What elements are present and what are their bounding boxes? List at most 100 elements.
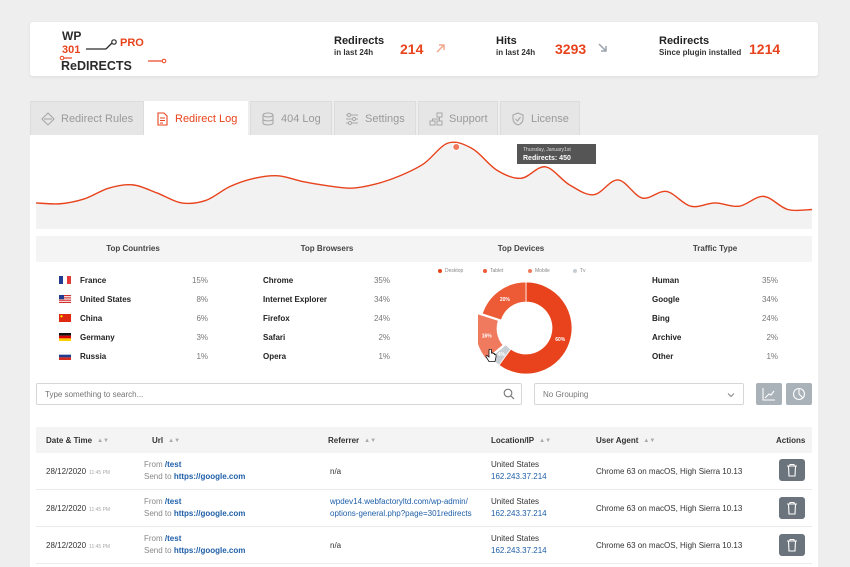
stat-sub: in last 24h [334, 48, 374, 57]
search-input[interactable] [37, 384, 477, 405]
delete-button[interactable] [779, 534, 805, 556]
ip-link[interactable]: 162.243.37.214 [491, 546, 547, 555]
hand-cursor-icon [485, 349, 497, 362]
cell-user-agent: Chrome 63 on macOS, High Sierra 10.13 [596, 504, 743, 513]
col-title-countries: Top Countries [106, 244, 160, 253]
browser-name: Safari [263, 333, 286, 342]
tab-license[interactable]: License [500, 101, 580, 135]
from-link[interactable]: /test [164, 460, 182, 469]
delete-button[interactable] [779, 459, 805, 481]
header-card: WP 301 PRO ReDIRECTS Redirects in last 2… [30, 22, 818, 76]
stat-hits-24h: Hits in last 24h 3293 [496, 35, 607, 58]
col-title-devices: Top Devices [497, 244, 545, 253]
search-icon[interactable] [503, 388, 515, 400]
donut-slice-desktop[interactable] [498, 281, 573, 375]
sort-icon: ▲▼ [364, 437, 377, 444]
stat-sub: in last 24h [496, 48, 536, 57]
sort-icon: ▲▼ [643, 437, 656, 444]
traffic-name: Bing [652, 314, 670, 323]
delete-button[interactable] [779, 497, 805, 519]
search-box [36, 383, 522, 405]
cell-user-agent: Chrome 63 on macOS, High Sierra 10.13 [596, 541, 743, 550]
wp301-logo[interactable]: WP 301 PRO ReDIRECTS [58, 28, 173, 72]
tab-label: Support [449, 112, 488, 125]
cell-country: United States [491, 460, 540, 469]
to-link[interactable]: https://google.com [173, 546, 246, 555]
chart-line [36, 141, 812, 212]
svg-text:PRO: PRO [120, 37, 144, 49]
sort-icon: ▲▼ [97, 437, 109, 444]
ip-link[interactable]: 162.243.37.214 [491, 509, 547, 518]
th-referrer[interactable]: Referrer ▲▼ [328, 436, 377, 445]
th-url[interactable]: Url ▲▼ [152, 436, 181, 445]
us-flag-icon [59, 295, 71, 303]
from-link[interactable]: /test [164, 534, 182, 543]
country-pct: 8% [196, 295, 208, 304]
country-name: France [80, 276, 107, 285]
trash-icon [787, 463, 797, 477]
legend-mobile: Mobile [528, 268, 550, 274]
stat-label: Hits [496, 35, 517, 47]
traffic-pct: 34% [761, 295, 778, 304]
log-table-header: Date & Time ▲▼ Url ▲▼ Referrer ▲▼ Location/… [36, 427, 812, 453]
tab-label: Redirect Log [175, 112, 238, 125]
donut-label: 60% [555, 337, 566, 343]
donut-slice-tablet[interactable] [481, 281, 527, 321]
country-pct: 6% [196, 314, 208, 323]
cell-date: 28/12/2020 11:45 PM [46, 504, 111, 513]
sitemap-icon [429, 112, 443, 125]
redirect-log-panel: Thursday, January1st Redirects: 450 Top … [30, 135, 818, 567]
svg-text:WP: WP [62, 29, 81, 43]
tab-404-log[interactable]: 404 Log [250, 101, 332, 135]
cell-date: 28/12/2020 11:45 PM [46, 467, 111, 476]
grouping-select[interactable]: No Grouping [534, 383, 744, 405]
to-link[interactable]: https://google.com [173, 472, 246, 481]
tab-redirect-log[interactable]: Redirect Log [144, 101, 248, 135]
document-icon [157, 111, 168, 126]
donut-slice-mobile[interactable] [478, 313, 504, 360]
table-row: 28/12/2020 11:45 PM From /test Send to ht… [36, 527, 812, 564]
cell-to: Send to https://google.com [144, 509, 246, 518]
referrer-link[interactable]: wpdev14.webfactoryltd.com/wp-admin/ [330, 497, 468, 506]
diamond-arrows-icon [41, 111, 55, 126]
chevron-down-icon [727, 393, 735, 398]
tab-redirect-rules[interactable]: Redirect Rules [30, 101, 144, 135]
th-location[interactable]: Location/IP ▲▼ [491, 436, 552, 445]
cell-to: Send to https://google.com [144, 546, 246, 555]
legend-tv: Tv [573, 268, 586, 274]
table-row: 28/12/2020 11:45 PM From /test Send to ht… [36, 453, 812, 490]
svg-text:Redirects: 450: Redirects: 450 [523, 155, 571, 162]
tab-settings[interactable]: Settings [334, 101, 416, 135]
germany-flag-icon [59, 333, 71, 341]
trend-down-icon [598, 43, 607, 52]
th-user-agent[interactable]: User Agent ▲▼ [596, 436, 656, 445]
cell-country: United States [491, 497, 540, 506]
stat-sub: Since plugin installed [659, 48, 742, 57]
from-link[interactable]: /test [164, 497, 182, 506]
pie-chart-view-button[interactable] [786, 383, 812, 405]
browser-pct: 2% [378, 333, 390, 342]
stat-redirects-total: Redirects Since plugin installed 1214 [659, 35, 780, 58]
line-chart-view-button[interactable] [756, 383, 782, 405]
th-date[interactable]: Date & Time ▲▼ [46, 436, 109, 445]
ip-link[interactable]: 162.243.37.214 [491, 472, 547, 481]
country-pct: 1% [196, 352, 208, 361]
to-link[interactable]: https://google.com [173, 509, 246, 518]
browser-name: Internet Explorer [263, 295, 328, 304]
svg-text:Thursday, January1st: Thursday, January1st [523, 147, 571, 153]
stats-columns-header: Top Countries Top Browsers Top Devices T… [36, 236, 812, 262]
cell-referrer: n/a [330, 467, 342, 476]
russia-flag-icon [59, 352, 71, 360]
tab-label: Redirect Rules [61, 112, 134, 125]
stat-value: 214 [400, 41, 424, 57]
col-title-browsers: Top Browsers [300, 244, 354, 253]
stat-value: 3293 [555, 41, 587, 57]
browser-pct: 24% [373, 314, 390, 323]
traffic-name: Google [652, 295, 680, 304]
stat-value: 1214 [749, 41, 781, 57]
tab-support[interactable]: Support [418, 101, 498, 135]
referrer-link-cont[interactable]: options-general.php?page=301redirects [330, 509, 472, 518]
line-chart-icon [762, 388, 775, 401]
tab-label: Settings [365, 112, 405, 125]
browser-pct: 34% [373, 295, 390, 304]
